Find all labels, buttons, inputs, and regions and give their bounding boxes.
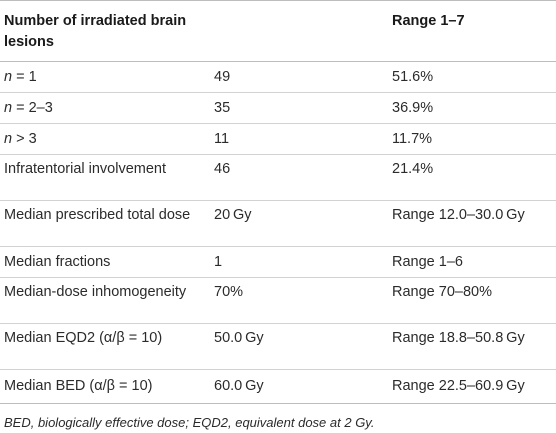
table-row: Median fractions 1 Range 1–6 xyxy=(0,247,556,278)
row-label: Median BED (α/β = 10) xyxy=(4,378,153,394)
row-extra: Range 18.8–50.8 Gy xyxy=(392,330,525,346)
row-label: Median-dose inhomogeneity xyxy=(4,284,187,300)
row-label: Median prescribed total dose xyxy=(4,207,191,223)
row-extra: Range 70–80% xyxy=(392,284,492,300)
row-value: 46 xyxy=(214,161,231,177)
row-value: 1 xyxy=(214,254,223,270)
row-extra: Range 12.0–30.0 Gy xyxy=(392,207,525,223)
table-row: Median-dose inhomogeneity 70% Range 70–8… xyxy=(0,278,556,324)
table-row: Infratentorial involvement 46 21.4% xyxy=(0,155,556,201)
row-extra: 21.4% xyxy=(392,161,434,177)
row-label: Median fractions xyxy=(4,254,111,270)
row-label-variable: n xyxy=(4,131,13,147)
row-extra: Range 1–6 xyxy=(392,254,463,270)
table-row: Median BED (α/β = 10) 60.0 Gy Range 22.5… xyxy=(0,370,556,404)
row-label-variable: n xyxy=(4,100,13,116)
row-value: 20 Gy xyxy=(214,207,252,223)
row-extra: 51.6% xyxy=(392,69,434,85)
row-label: n = 1 xyxy=(0,67,208,92)
table-footnote: BED, biologically effective dose; EQD2, … xyxy=(4,415,375,430)
table-row: n > 3 11 11.7% xyxy=(0,124,556,155)
row-value: 35 xyxy=(214,100,231,116)
row-value: 49 xyxy=(214,69,231,85)
row-extra: 11.7% xyxy=(392,131,433,147)
table-row: Median EQD2 (α/β = 10) 50.0 Gy Range 18.… xyxy=(0,324,556,370)
header-col-range: Range 1–7 xyxy=(392,13,465,29)
row-value: 11 xyxy=(214,131,230,147)
table-row: Median prescribed total dose 20 Gy Range… xyxy=(0,201,556,247)
header-col-count xyxy=(208,11,388,61)
row-value: 70% xyxy=(214,284,244,300)
row-label-condition: = 1 xyxy=(12,69,37,85)
row-label-variable: n xyxy=(4,69,13,85)
row-extra: 36.9% xyxy=(392,100,434,116)
row-label-condition: > 3 xyxy=(12,131,37,147)
row-label: Median EQD2 (α/β = 10) xyxy=(4,330,163,346)
table-row: n = 1 49 51.6% xyxy=(0,62,556,93)
row-value: 60.0 Gy xyxy=(214,378,264,394)
row-label: n > 3 xyxy=(0,129,208,154)
row-label: Infratentorial involvement xyxy=(4,161,166,177)
table-row: n = 2–3 35 36.9% xyxy=(0,93,556,124)
row-label-condition: = 2–3 xyxy=(12,100,53,116)
table-header-row: Number of irradiated brain lesions Range… xyxy=(0,0,556,62)
row-label: n = 2–3 xyxy=(0,98,208,123)
row-value: 50.0 Gy xyxy=(214,330,264,346)
row-extra: Range 22.5–60.9 Gy xyxy=(392,378,525,394)
header-col-lesions: Number of irradiated brain lesions xyxy=(4,13,187,50)
